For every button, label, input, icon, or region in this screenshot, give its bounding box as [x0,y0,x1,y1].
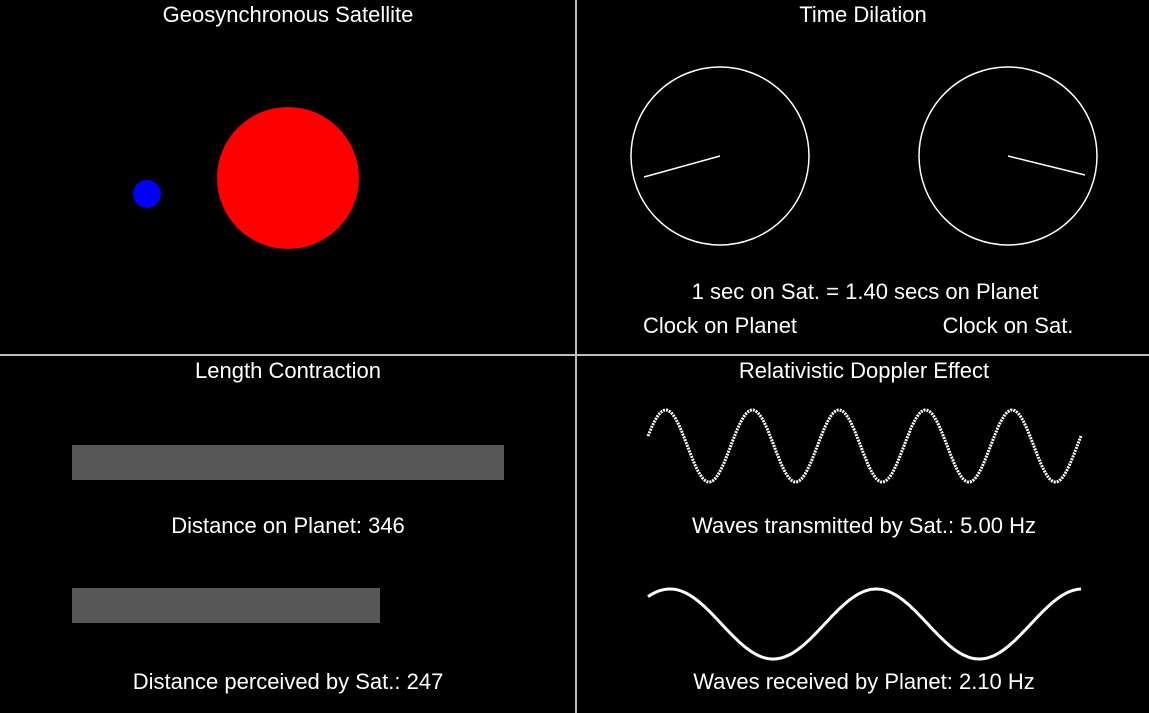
satellite-clock-face [918,66,1098,246]
satellite-clock-label: Clock on Sat. [942,313,1074,338]
received-wave-label: Waves received by Planet: 2.10 Hz [693,669,1035,694]
planet [217,107,359,249]
vertical-divider [575,0,577,713]
satellite-distance-bar [72,588,380,623]
planet-clock-face [630,66,810,246]
satellite-clock-hand [1007,155,1086,176]
planet-clock [630,66,810,246]
time-ratio-text: 1 sec on Sat. = 1.40 secs on Planet [691,279,1039,304]
planet-clock-hand [643,155,721,178]
satellite [133,180,161,208]
received-wave [647,587,1082,661]
satellite-clock [918,66,1098,246]
transmitted-wave-label: Waves transmitted by Sat.: 5.00 Hz [692,513,1036,538]
transmitted-wave [646,408,1083,484]
time-dilation-panel-title: Time Dilation [799,2,927,27]
length-panel-title: Length Contraction [195,358,381,383]
planet-clock-label: Clock on Planet [642,313,798,338]
planet-distance-label: Distance on Planet: 346 [171,513,405,538]
horizontal-divider [0,354,1149,356]
satellite-distance-label: Distance perceived by Sat.: 247 [132,669,444,694]
satellite-panel-title: Geosynchronous Satellite [162,2,414,27]
planet-distance-bar [72,445,504,480]
doppler-panel-title: Relativistic Doppler Effect [738,358,990,383]
